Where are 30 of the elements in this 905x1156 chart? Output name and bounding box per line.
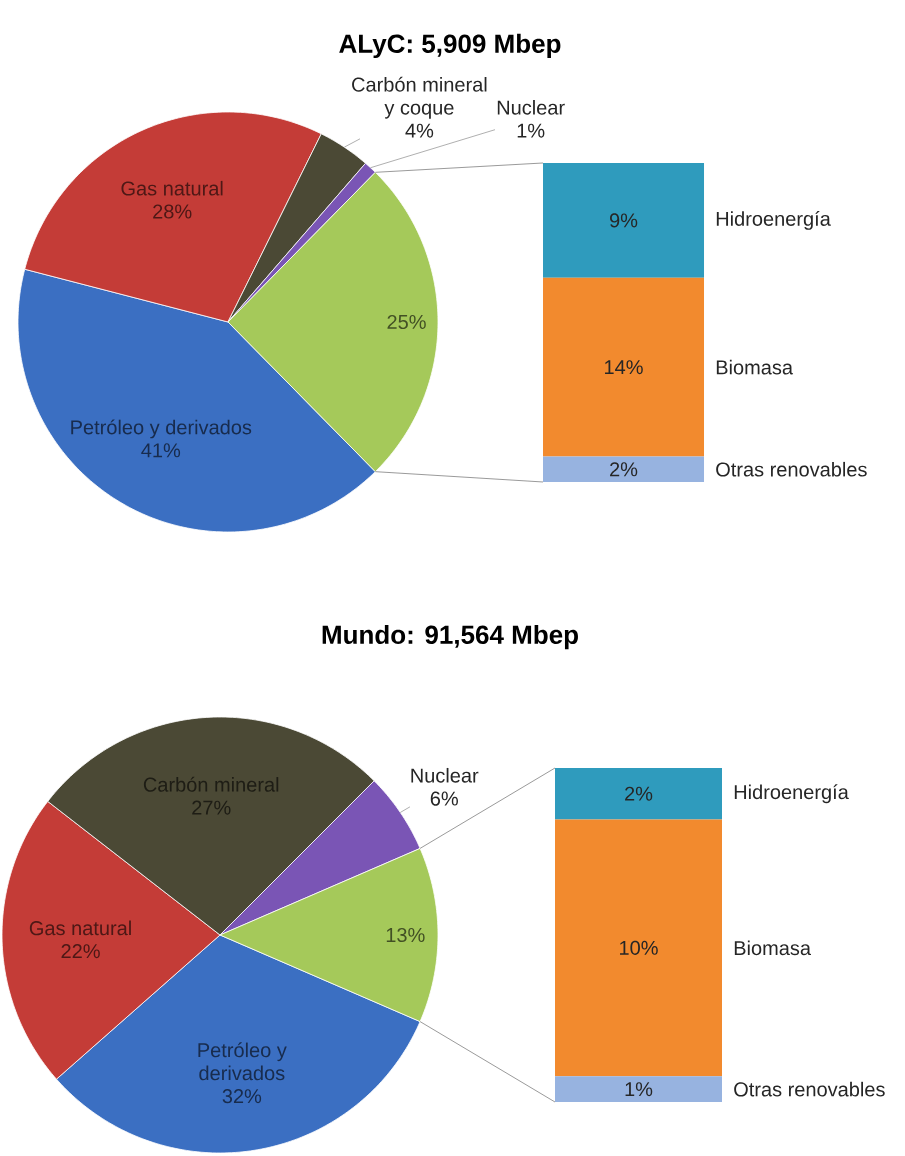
data-label: 1% — [625, 1082, 653, 1097]
data-label: 9% — [609, 213, 638, 228]
slice-label: Nuclear — [497, 100, 565, 115]
data-label: 6% — [430, 791, 458, 806]
data-label: 22% — [61, 944, 100, 959]
data-label: 4% — [405, 123, 434, 138]
slice-label: Carbón mineral y coque — [352, 76, 487, 119]
data-label: 32% — [222, 1089, 262, 1104]
slice-label: Nuclear — [411, 767, 479, 783]
slice-label: Gas natural — [29, 920, 131, 936]
chart-title: ALyC: 5,909 Mbep — [339, 33, 561, 59]
data-label: 28% — [153, 204, 192, 219]
chart-title: Mundo: 91,564 Mbep — [322, 624, 578, 650]
data-label: 13% — [386, 927, 425, 943]
series-label: Hidroenergía — [734, 784, 849, 804]
series-label: Hidroenergía — [716, 210, 831, 230]
data-label: 10% — [620, 940, 658, 955]
slice-label: Gas natural — [121, 180, 223, 196]
series-label: Biomasa — [734, 940, 812, 956]
slice-label: Petróleo y derivados — [71, 419, 252, 439]
data-label: 25% — [387, 314, 426, 330]
series-label: Biomasa — [716, 359, 794, 375]
data-label: 41% — [141, 443, 181, 458]
data-label: 2% — [610, 462, 638, 477]
series-label: Otras renovables — [716, 461, 867, 477]
data-label: 14% — [605, 360, 643, 375]
series-label: Otras renovables — [734, 1081, 885, 1097]
data-label: 2% — [625, 786, 653, 801]
data-label: 1% — [517, 123, 545, 138]
slice-label: Petróleo y derivados — [198, 1042, 287, 1081]
